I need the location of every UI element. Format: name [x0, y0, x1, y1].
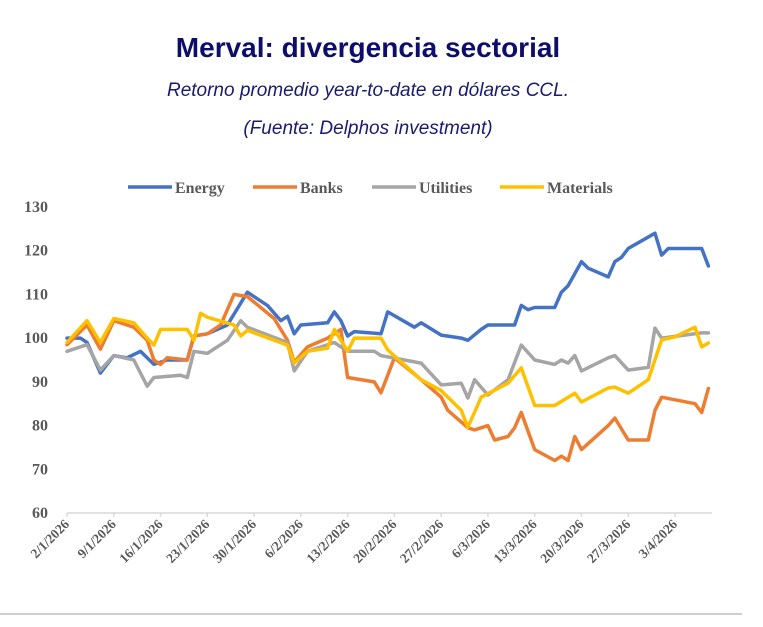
legend: Energy Banks Utilities Materials [128, 180, 613, 197]
x-tick-label: 27/2/2026 [397, 516, 446, 565]
y-tick-label: 120 [24, 243, 48, 260]
x-tick-label: 9/1/2026 [74, 516, 119, 561]
x-tick-label: 2/1/2026 [28, 516, 73, 561]
chart-source: (Fuente: Delphos investment) [243, 118, 492, 139]
y-tick-label: 130 [24, 199, 48, 216]
y-tick-label: 80 [32, 418, 48, 435]
y-tick-label: 70 [32, 461, 48, 478]
legend-item-energy: Energy [128, 180, 225, 197]
y-tick-label: 90 [32, 374, 48, 391]
x-axis: 2/1/2026 9/1/202616/1/202623/1/202630/1/2… [28, 512, 712, 566]
legend-item-banks: Banks [253, 180, 343, 197]
legend-item-utilities: Utilities [372, 180, 472, 197]
chart-subtitle: Retorno promedio year-to-date en dólares… [167, 80, 569, 101]
x-tick-label: 6/2/2026 [261, 516, 306, 561]
x-tick-label: 3/4/2026 [636, 516, 681, 561]
series-line-materials [65, 311, 711, 430]
x-tick-label: 20/2/2026 [350, 516, 399, 565]
y-tick-label: 60 [32, 505, 48, 522]
x-tick-label: 6/3/2026 [448, 516, 493, 561]
x-tick-label: 13/3/2026 [490, 516, 539, 565]
x-tick-label: 20/3/2026 [537, 516, 586, 565]
x-tick-label: 27/3/2026 [584, 516, 633, 565]
x-tick-label: 16/1/2026 [116, 516, 165, 565]
y-tick-label: 100 [24, 330, 48, 347]
y-tick-label: 110 [25, 286, 48, 303]
x-tick-label: 13/2/2026 [303, 516, 352, 565]
legend-label: Utilities [419, 180, 472, 197]
x-tick-label: 30/1/2026 [210, 516, 259, 565]
series-line-utilities [65, 318, 711, 400]
series-lines [65, 231, 711, 463]
chart-title: Merval: divergencia sectorial [176, 32, 560, 63]
legend-label: Materials [547, 180, 613, 197]
legend-item-materials: Materials [500, 180, 613, 197]
x-tick-label: 23/1/2026 [163, 516, 212, 565]
legend-label: Energy [175, 180, 225, 197]
legend-label: Banks [300, 180, 343, 197]
y-axis: 130 120 110 100 90 80 70 60 [24, 199, 48, 522]
